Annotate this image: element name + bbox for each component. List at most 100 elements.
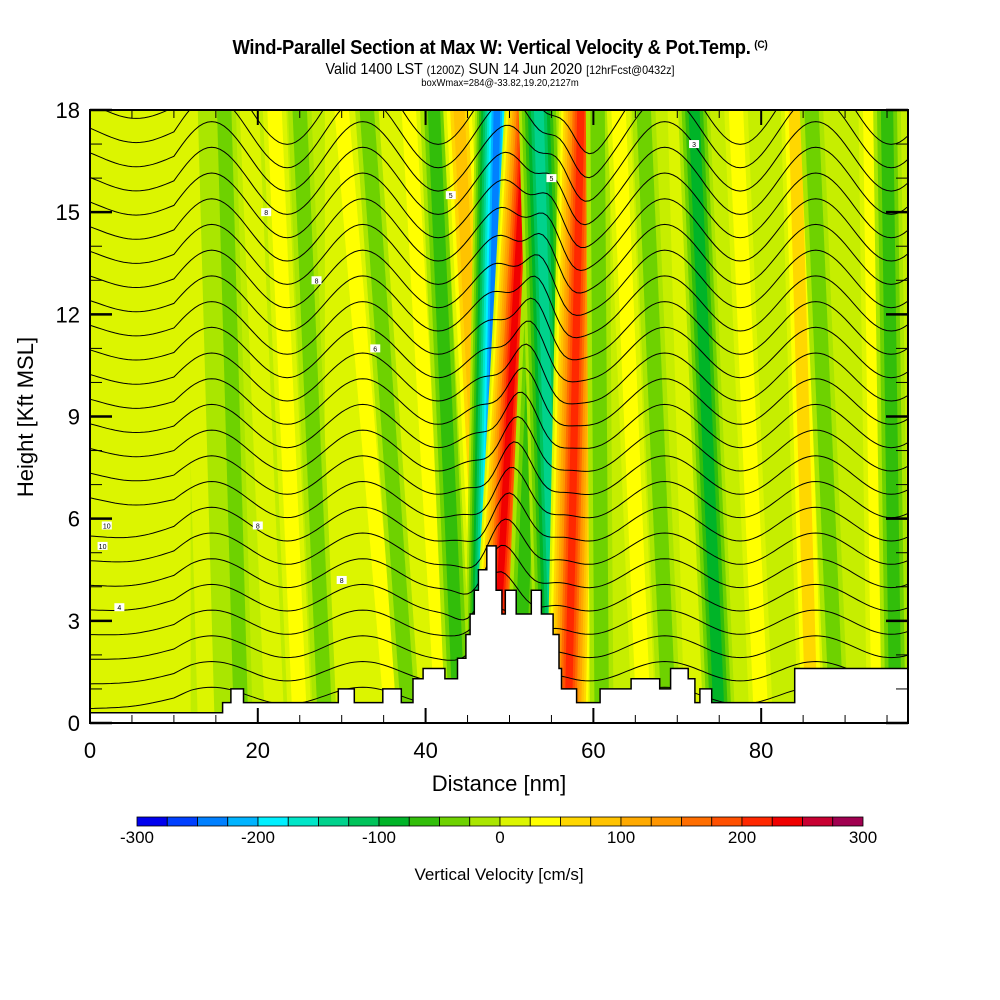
colorbar-tick-label: 0 [495,828,504,847]
contour-label: 6 [373,346,377,353]
velocity-band [359,110,417,723]
terrain [90,545,908,723]
contour-label-box [252,521,263,530]
velocity-band [401,110,450,723]
y-tick-label: 18 [56,98,80,123]
velocity-band [636,110,677,723]
contour-label: 8 [256,523,260,530]
contour-label: 8 [315,278,319,285]
valid-time: Valid 1400 LST [325,61,423,78]
theta-contour-line [90,571,908,621]
colorbar-tick-label: 200 [728,828,756,847]
colorbar-swatch [529,816,561,827]
colorbar-swatch [711,816,743,827]
velocity-band [688,110,725,723]
velocity-bands [90,110,908,723]
forecast-info: [12hrFcst@0432z] [586,63,675,77]
theta-contour-line [90,172,908,248]
velocity-band [217,110,249,723]
contour-label: 8 [340,578,344,585]
x-tick-label: 20 [246,738,270,763]
velocity-band [804,110,844,723]
theta-contour-line [90,391,908,449]
colorbar-swatch [227,816,259,827]
x-tick-label: 0 [84,738,96,763]
velocity-band [334,110,400,723]
colorbar-swatch [832,816,864,827]
box-info: boxWmax=284@-33.82,19.20,2127m [421,77,579,89]
colorbar-title: Vertical Velocity [cm/s] [414,865,583,884]
velocity-band [489,110,530,723]
valid-date: SUN 14 Jun 2020 [468,61,583,78]
y-tick-label: 15 [56,200,80,225]
velocity-band [788,110,818,723]
theta-contour-line [90,492,908,542]
contour-label: 10 [99,544,107,551]
terrain-profile [90,545,908,723]
theta-contour-line [90,198,908,272]
theta-contour-line [90,367,908,427]
theta-contour-line [90,223,908,294]
colorbar-swatch [378,816,410,827]
colorbar-tick-label: -200 [241,828,275,847]
colorbar-swatch [197,816,229,827]
theta-contour-line [90,110,908,179]
colorbar: -300 -200 -100 0 100 200 300 [120,816,877,847]
colorbar-swatch [590,816,622,827]
contour-label-box [261,208,272,217]
theta-contour-line [90,146,908,226]
theta-contour-line [90,466,908,519]
colorbar-swatch [560,816,592,827]
chart-subtitle: Valid 1400 LST (1200Z) SUN 14 Jun 2020 [… [50,61,950,79]
y-tick-label: 9 [68,405,80,430]
contour-label-box [689,140,700,149]
copyright-mark: (C) [754,39,768,51]
colorbar-swatch [620,816,652,827]
velocity-band [239,110,285,723]
colorbar-swatch [771,816,803,827]
contour-label: 5 [449,193,453,200]
y-tick-label: 6 [68,507,80,532]
axes: 0 20 40 60 80 0 3 6 9 12 15 18 [56,98,909,763]
theta-contour-line [90,297,908,361]
velocity-band [611,110,651,723]
velocity-band [197,110,234,723]
colorbar-swatch [408,816,440,827]
contour-label-box [101,521,112,530]
contour-label-box [445,191,456,200]
theta-contour-line [90,249,908,316]
velocity-band [427,110,466,723]
colorbar-swatch [499,816,531,827]
plot-area: 10 10 4 8 8 8 8 6 5 5 3 [90,110,908,723]
contour-label: 10 [103,523,111,530]
theta-contour-line [90,275,908,339]
theta-contour-line [90,544,908,595]
colorbar-tick-label: 300 [849,828,877,847]
colorbar-tick-label: -300 [120,828,154,847]
colorbar-swatch [166,816,198,827]
colorbar-swatch [287,816,319,827]
x-tick-label: 40 [413,738,437,763]
y-tick-label: 3 [68,609,80,634]
y-tick-label: 0 [68,711,80,736]
contour-label-box [336,575,347,584]
contour-label: 8 [264,210,268,217]
colorbar-swatch [650,816,682,827]
velocity-band [181,110,218,723]
x-axis-title: Distance [nm] [432,771,567,796]
theta-contour-line [90,416,908,472]
velocity-band [728,110,769,723]
colorbar-swatch [802,816,834,827]
theta-contour-line [90,441,908,495]
x-tick-label: 60 [581,738,605,763]
contour-label: 3 [692,142,696,149]
contour-label-box [311,276,322,285]
title-text: Wind-Parallel Section at Max W: Vertical… [232,37,751,59]
contour-label-box [114,603,125,612]
theta-contour-line [90,320,908,383]
colorbar-swatch [469,816,501,827]
theta-contour-line [103,110,908,155]
colorbar-swatch [257,816,289,827]
colorbar-swatch [681,816,713,827]
